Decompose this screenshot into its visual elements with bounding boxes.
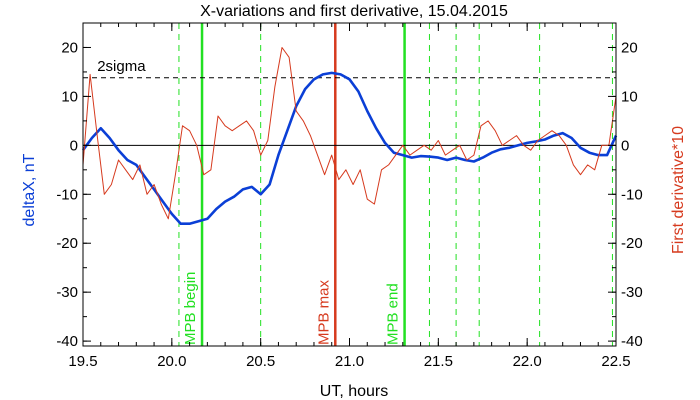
- y-axis-label-right: First derivative*10: [670, 126, 687, 254]
- marker-lines-layer: MPB begin MPB max MPB end: [178, 23, 613, 346]
- x-tick-label: 22.0: [513, 353, 542, 370]
- y-tick-label-left: 0: [70, 137, 78, 154]
- y-tick-label-right: -30: [621, 284, 643, 301]
- y-tick-label-right: -40: [621, 333, 643, 350]
- x-axis: 19.5 20.0 20.5 21.0 21.5 22.0 22.5: [68, 23, 631, 370]
- y-tick-label-right: 0: [621, 137, 629, 154]
- marker-label: MPB end: [385, 283, 402, 345]
- x-axis-label: UT, hours: [320, 383, 388, 400]
- series-layer: [81, 47, 618, 225]
- x-tick-label: 20.0: [157, 353, 186, 370]
- sigma-label: 2sigma: [97, 58, 146, 75]
- x-tick-label: 22.5: [601, 353, 630, 370]
- y-axis-left: -40 -30 -20 -10 0 10 20: [56, 22, 91, 350]
- marker-label: MPB begin: [182, 272, 199, 345]
- x-tick-label: 21.0: [335, 353, 364, 370]
- x-tick-label: 19.5: [68, 353, 97, 370]
- deltax-line: [81, 71, 618, 225]
- derivative-line: [82, 47, 617, 220]
- y-tick-label-left: -30: [56, 284, 78, 301]
- y-axis-right: -40 -30 -20 -10 0 10 20: [608, 22, 643, 350]
- y-tick-label-right: -10: [621, 186, 643, 203]
- x-tick-label: 20.5: [246, 353, 275, 370]
- y-tick-label-left: -40: [56, 333, 78, 350]
- x-tick-label: 21.5: [424, 353, 453, 370]
- plot-frame: [82, 22, 617, 347]
- y-tick-label-right: 10: [621, 88, 638, 105]
- reference-lines-layer: [83, 77, 616, 146]
- marker-label: MPB max: [315, 279, 332, 345]
- y-tick-label-left: 20: [61, 39, 78, 56]
- y-tick-label-left: 10: [61, 88, 78, 105]
- y-axis-label-left: deltaX, nT: [21, 153, 38, 226]
- y-tick-label-right: -20: [621, 235, 643, 252]
- y-tick-label-left: -10: [56, 186, 78, 203]
- y-tick-label-right: 20: [621, 39, 638, 56]
- y-tick-label-left: -20: [56, 235, 78, 252]
- chart-title: X-variations and first derivative, 15.04…: [200, 3, 508, 20]
